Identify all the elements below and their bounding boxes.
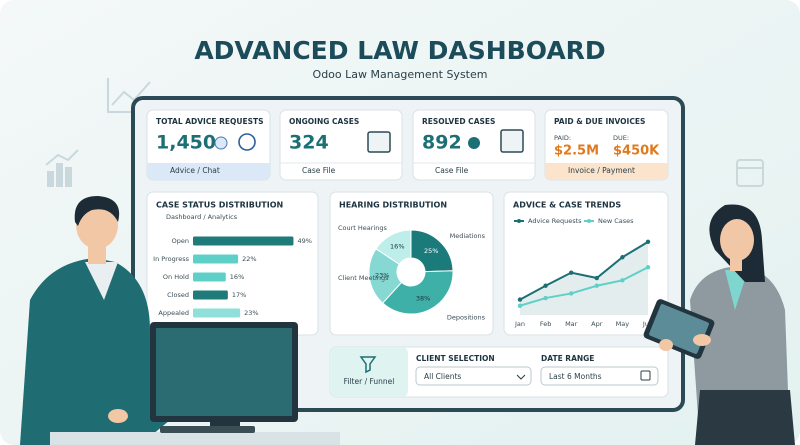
line-point (645, 239, 651, 245)
bar-category: On Hold (163, 273, 189, 281)
panel-title: ADVICE & CASE TRENDS (513, 201, 621, 210)
card-value: 892 (422, 132, 462, 154)
legend-label: Advice Requests (528, 217, 582, 225)
line-point (569, 291, 574, 296)
paid-value: $2.5M (554, 144, 599, 159)
bar-category: Closed (167, 291, 189, 299)
bar (193, 308, 241, 318)
x-tick-label: May (616, 320, 630, 328)
bar-category: Open (172, 237, 189, 245)
line-point (543, 283, 548, 288)
bar-category: Appealed (158, 309, 189, 317)
line-point (594, 275, 599, 281)
card-value: 1,450 (156, 132, 216, 154)
pie-value-label: 38% (416, 294, 430, 302)
client-value[interactable]: All Clients (424, 372, 461, 381)
person-left (20, 196, 340, 445)
card-footer: Case File (302, 166, 336, 175)
pie-category: Mediations (450, 232, 486, 240)
pie-slice (375, 229, 412, 265)
pie-value-label: 25% (424, 247, 438, 255)
card: RESOLVED CASES 892 Case File (412, 109, 536, 181)
line-point (569, 270, 574, 275)
card-title: PAID & DUE INVOICES (554, 117, 645, 126)
line (519, 266, 649, 307)
pie-slice (368, 248, 403, 304)
x-tick-label: Jan (514, 320, 525, 328)
line (519, 240, 649, 301)
filter-box (330, 347, 408, 397)
legend-dot (587, 219, 591, 223)
line-point (543, 295, 548, 301)
panel (329, 191, 494, 336)
bar-value-label: 22% (242, 255, 256, 263)
card: PAID & DUE INVOICES PAID: $2.5M DUE: $45… (544, 109, 669, 181)
due-value: $450K (613, 144, 660, 159)
paid-label: PAID: (554, 134, 571, 142)
legend-dot (517, 219, 521, 223)
pie-slice (381, 270, 454, 315)
bar (193, 254, 239, 264)
client-label: CLIENT SELECTION (416, 354, 495, 363)
card-title: RESOLVED CASES (422, 117, 495, 126)
card-title: ONGOING CASES (289, 117, 359, 126)
bar-value-label: 17% (232, 291, 246, 299)
card-value: 324 (289, 132, 329, 154)
bar-category: In Progress (153, 255, 189, 263)
card-title: TOTAL ADVICE REQUESTS (156, 117, 264, 126)
pie-slice (410, 229, 454, 273)
card: TOTAL ADVICE REQUESTS 1,450 Advice / Cha… (146, 109, 271, 181)
date-label: DATE RANGE (541, 354, 594, 363)
filter-icon (359, 356, 377, 374)
card-footer: Case File (435, 166, 469, 175)
bar-value-label: 49% (297, 237, 311, 245)
bar (193, 272, 226, 282)
x-tick-label: Jun (642, 320, 653, 328)
x-tick-label: Feb (540, 320, 552, 328)
filter-label[interactable]: Filter / Funnel (344, 377, 395, 386)
line-point (517, 303, 523, 308)
due-label: DUE: (613, 134, 629, 142)
header-title: ADVANCED LAW DASHBOARD (194, 36, 605, 65)
pie-category: Client Meetings (338, 274, 389, 282)
card-footer: Advice / Chat (170, 166, 220, 175)
x-tick-label: Mar (565, 320, 578, 328)
date-select[interactable] (540, 366, 659, 386)
bar-value-label: 23% (244, 309, 258, 317)
header-subtitle: Odoo Law Management System (313, 68, 488, 81)
line-point (517, 297, 523, 302)
x-tick-label: Apr (591, 320, 603, 328)
bar (193, 290, 228, 300)
card: ONGOING CASES 324 Case File (279, 109, 403, 181)
date-value[interactable]: Last 6 Months (549, 372, 602, 381)
line-point (594, 283, 599, 288)
line-point (620, 255, 625, 260)
panel-title: HEARING DISTRIBUTION (339, 201, 447, 210)
person-right (643, 204, 795, 445)
pie-value-label: 16% (390, 242, 404, 250)
line-point (620, 278, 625, 283)
dropdown-arrow (516, 374, 526, 380)
calendar-icon (640, 370, 651, 381)
panel-title: CASE STATUS DISTRIBUTION (156, 201, 283, 210)
card-footer: Invoice / Payment (568, 166, 635, 175)
legend-label: New Cases (598, 217, 634, 225)
line-point (645, 265, 651, 270)
pie-value-label: 23% (375, 272, 389, 280)
client-select[interactable] (415, 366, 532, 386)
panel-subtitle: Dashboard / Analytics (166, 213, 238, 221)
bar-value-label: 16% (230, 273, 244, 281)
bar (193, 236, 294, 246)
pie-category: Depositions (447, 313, 486, 321)
pie-category: Court Hearings (338, 224, 388, 232)
